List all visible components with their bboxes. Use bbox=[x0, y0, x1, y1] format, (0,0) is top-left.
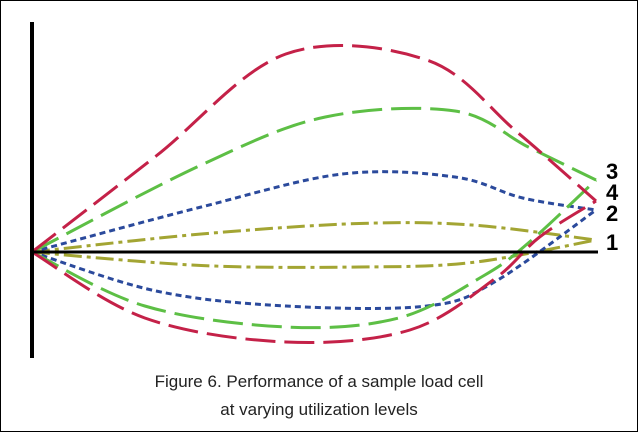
figure-caption: Figure 6. Performance of a sample load c… bbox=[0, 368, 638, 424]
series-4-upper-line bbox=[31, 43, 597, 254]
caption-line-2: at varying utilization levels bbox=[220, 400, 418, 419]
curve-label-3: 3 bbox=[606, 159, 618, 184]
series-3-upper-line bbox=[31, 106, 597, 254]
series-4-lower-line bbox=[31, 199, 597, 345]
curve-labels: 3 4 2 1 bbox=[606, 159, 619, 255]
caption-line-1: Figure 6. Performance of a sample load c… bbox=[154, 372, 484, 391]
series-2-upper-line bbox=[31, 170, 597, 254]
curve-label-2: 2 bbox=[606, 201, 618, 226]
series-1-upper-line bbox=[31, 221, 597, 254]
series-2-lower-line bbox=[31, 208, 597, 310]
plot-area bbox=[31, 43, 598, 345]
series-3-lower-line bbox=[31, 178, 598, 330]
curve-label-1: 1 bbox=[606, 230, 618, 255]
series-1-lower-line bbox=[31, 238, 597, 269]
curve-label-4: 4 bbox=[606, 180, 619, 205]
